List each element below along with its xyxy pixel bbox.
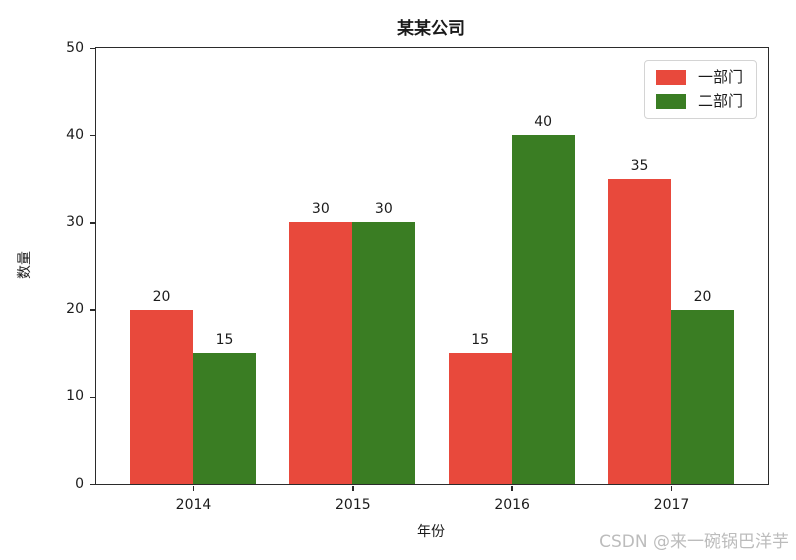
bar-一部门-2015 [289, 222, 353, 484]
bar-二部门-2014 [193, 353, 256, 484]
plot-area: 20 15 30 30 15 40 35 20 一部门二部门 [95, 47, 769, 485]
y-axis-label: 数量 [17, 251, 33, 279]
bar-value-label: 30 [374, 201, 393, 218]
bar-二部门-2015 [352, 222, 416, 484]
bar-value-label: 15 [215, 332, 234, 349]
bar-一部门-2017 [608, 178, 671, 484]
x-tick-label: 2015 [335, 496, 371, 513]
y-tick [90, 309, 95, 311]
y-tick-label: 20 [66, 301, 84, 318]
y-tick [90, 222, 95, 224]
y-tick [90, 483, 95, 486]
x-tick-label: 2014 [175, 496, 212, 513]
x-axis-label: 年份 [417, 524, 445, 540]
bar-一部门-2014 [130, 309, 193, 484]
x-tick [670, 486, 673, 491]
bar-value-label: 15 [471, 332, 490, 349]
watermark: CSDN @来一碗锅巴洋芋 [599, 532, 789, 552]
x-tick-label: 2016 [494, 496, 530, 513]
bar-value-label: 30 [311, 201, 330, 218]
legend-entry-二部门: 二部门 [655, 92, 743, 110]
legend-label: 二部门 [697, 92, 743, 110]
bar-二部门-2017 [671, 309, 734, 484]
bar-value-label: 35 [630, 157, 649, 174]
bar-value-label: 20 [693, 288, 712, 305]
bar-二部门-2016 [511, 135, 575, 484]
y-tick [90, 134, 95, 137]
y-tick-label: 50 [66, 39, 84, 56]
legend-entry-一部门: 一部门 [655, 68, 743, 86]
legend-swatch-icon [655, 70, 686, 85]
y-tick-label: 30 [66, 213, 84, 230]
y-tick [90, 396, 95, 399]
x-tick [192, 486, 195, 491]
legend-label: 一部门 [697, 68, 743, 86]
bar-value-label: 40 [534, 114, 553, 131]
chart-title: 某某公司 [397, 19, 465, 39]
y-tick [90, 47, 95, 50]
y-tick-label: 0 [75, 475, 84, 492]
legend: 一部门 二部门 [643, 60, 757, 119]
bar-value-label: 20 [152, 288, 171, 305]
x-tick-label: 2017 [653, 496, 690, 513]
y-tick-label: 40 [66, 126, 84, 143]
y-tick-label: 10 [66, 388, 84, 405]
legend-swatch-icon [655, 94, 686, 109]
x-tick [511, 486, 513, 491]
x-tick [352, 486, 354, 491]
bar-一部门-2016 [448, 353, 512, 484]
